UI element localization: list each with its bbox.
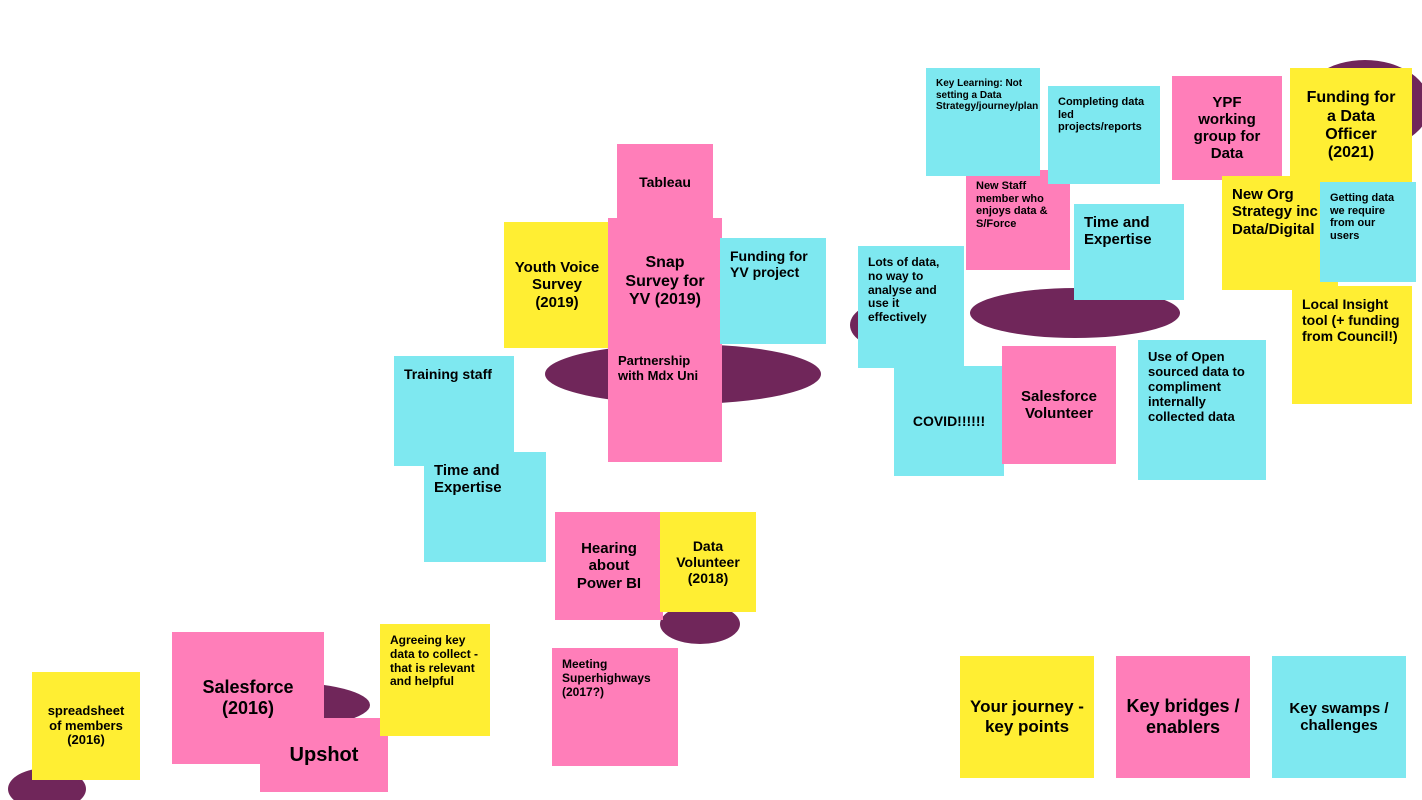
sticky-note-time-expertise-1[interactable]: Time and Expertise	[424, 452, 546, 562]
sticky-note-text: Key Learning: Not setting a Data Strateg…	[936, 78, 1030, 113]
sticky-note-text: Key bridges / enablers	[1126, 696, 1240, 737]
sticky-note-training-staff[interactable]: Training staff	[394, 356, 514, 466]
sticky-note-text: Lots of data, no way to analyse and use …	[868, 256, 954, 325]
sticky-note-open-sourced-data[interactable]: Use of Open sourced data to compliment i…	[1138, 340, 1266, 480]
sticky-note-text: Use of Open sourced data to compliment i…	[1148, 350, 1256, 425]
sticky-note-getting-data[interactable]: Getting data we require from our users	[1320, 182, 1416, 282]
sticky-note-text: Partnership with Mdx Uni	[618, 354, 712, 384]
sticky-note-legend-journey[interactable]: Your journey - key points	[960, 656, 1094, 778]
sticky-note-text: Salesforce (2016)	[182, 677, 314, 718]
sticky-note-covid[interactable]: COVID!!!!!!	[894, 366, 1004, 476]
sticky-note-text: Meeting Superhighways (2017?)	[562, 658, 668, 699]
sticky-note-partnership-mdx[interactable]: Partnership with Mdx Uni	[608, 344, 722, 462]
sticky-note-time-expertise-2[interactable]: Time and Expertise	[1074, 204, 1184, 300]
sticky-note-text: Snap Survey for YV (2019)	[618, 254, 712, 309]
sticky-note-legend-swamps[interactable]: Key swamps / challenges	[1272, 656, 1406, 778]
sticky-note-text: Getting data we require from our users	[1330, 192, 1406, 243]
sticky-note-youth-voice-survey[interactable]: Youth Voice Survey (2019)	[504, 222, 610, 348]
sticky-note-text: Time and Expertise	[434, 462, 536, 497]
sticky-note-text: Funding for YV project	[730, 248, 816, 280]
sticky-note-text: Key swamps / challenges	[1282, 700, 1396, 735]
sticky-note-tableau[interactable]: Tableau	[617, 144, 713, 220]
sticky-note-text: Salesforce Volunteer	[1012, 388, 1106, 423]
sticky-note-data-volunteer-2018[interactable]: Data Volunteer (2018)	[660, 512, 756, 612]
sticky-note-funding-yv[interactable]: Funding for YV project	[720, 238, 826, 344]
sticky-note-canvas: spreadsheet of members (2016) Salesforce …	[0, 0, 1422, 800]
sticky-note-lots-of-data[interactable]: Lots of data, no way to analyse and use …	[858, 246, 964, 368]
sticky-note-text: New Org Strategy inc Data/Digital	[1232, 186, 1328, 238]
sticky-note-salesforce-volunteer[interactable]: Salesforce Volunteer	[1002, 346, 1116, 464]
sticky-note-text: Your journey - key points	[970, 697, 1084, 736]
sticky-note-text: Time and Expertise	[1084, 214, 1174, 249]
sticky-note-text: Youth Voice Survey (2019)	[514, 259, 600, 311]
sticky-note-text: Tableau	[627, 174, 703, 190]
sticky-note-text: New Staff member who enjoys data & S/For…	[976, 180, 1060, 231]
sticky-note-snap-survey[interactable]: Snap Survey for YV (2019)	[608, 218, 722, 346]
sticky-note-agree-key-data[interactable]: Agreeing key data to collect - that is r…	[380, 624, 490, 736]
sticky-note-text: Hearing about Power BI	[565, 540, 653, 592]
sticky-note-text: Data Volunteer (2018)	[670, 538, 746, 586]
sticky-note-local-insight[interactable]: Local Insight tool (+ funding from Counc…	[1292, 286, 1412, 404]
sticky-note-meeting-superhighways[interactable]: Meeting Superhighways (2017?)	[552, 648, 678, 766]
sticky-note-text: Completing data led projects/reports	[1058, 96, 1150, 134]
sticky-note-hearing-powerbi[interactable]: Hearing about Power BI	[555, 512, 663, 620]
sticky-note-funding-data-officer[interactable]: Funding for a Data Officer (2021)	[1290, 68, 1412, 184]
sticky-note-key-learning[interactable]: Key Learning: Not setting a Data Strateg…	[926, 68, 1040, 176]
sticky-note-upshot[interactable]: Upshot	[260, 718, 388, 792]
sticky-note-spreadsheet-2016[interactable]: spreadsheet of members (2016)	[32, 672, 140, 780]
sticky-note-text: Local Insight tool (+ funding from Counc…	[1302, 296, 1402, 344]
sticky-note-text: Upshot	[270, 744, 378, 767]
sticky-note-new-staff[interactable]: New Staff member who enjoys data & S/For…	[966, 170, 1070, 270]
sticky-note-text: Training staff	[404, 366, 504, 382]
sticky-note-ypf-group[interactable]: YPF working group for Data	[1172, 76, 1282, 180]
sticky-note-text: spreadsheet of members (2016)	[42, 704, 130, 749]
sticky-note-text: Funding for a Data Officer (2021)	[1300, 89, 1402, 163]
sticky-note-text: Agreeing key data to collect - that is r…	[390, 634, 480, 689]
sticky-note-legend-bridges[interactable]: Key bridges / enablers	[1116, 656, 1250, 778]
sticky-note-text: YPF working group for Data	[1182, 94, 1272, 163]
sticky-note-completing-reports[interactable]: Completing data led projects/reports	[1048, 86, 1160, 184]
sticky-note-text: COVID!!!!!!	[904, 413, 994, 429]
